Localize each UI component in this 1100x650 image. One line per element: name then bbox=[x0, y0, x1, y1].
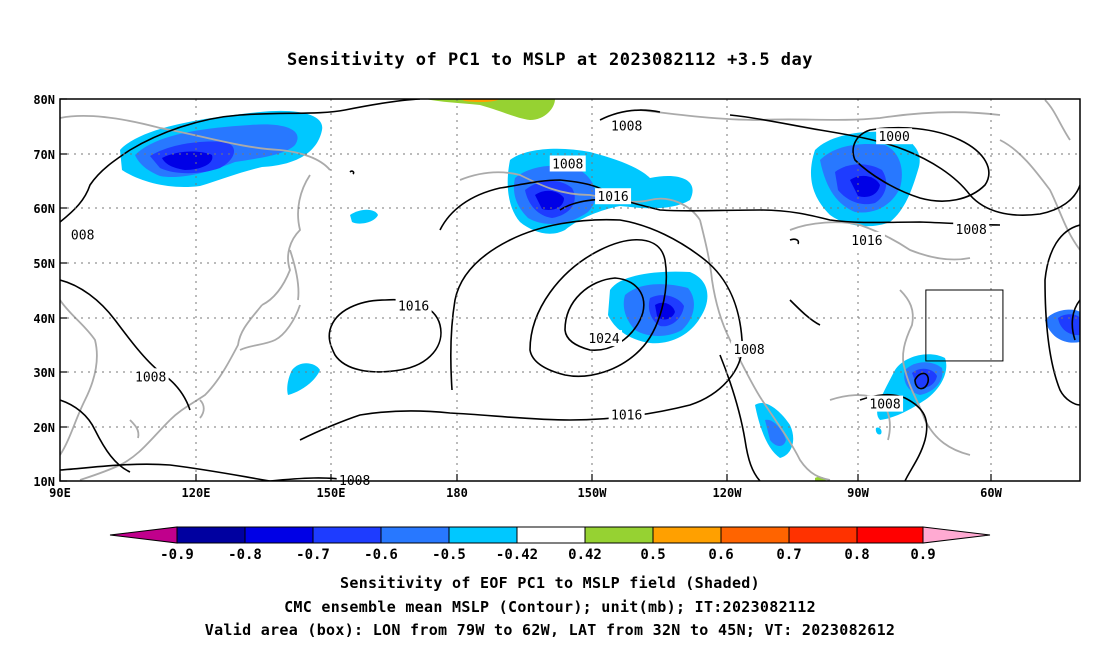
lon-tick-label: 60W bbox=[980, 486, 1002, 500]
isobar-label-bg bbox=[336, 472, 373, 488]
colorbar: -0.9 -0.8 -0.7 -0.6 -0.5 -0.42 0.42 0.5 … bbox=[109, 526, 991, 563]
isobar-label: 1008 bbox=[956, 223, 987, 238]
colorbar-swatch bbox=[380, 526, 450, 544]
colorbar-label: 0.42 bbox=[568, 547, 602, 563]
isobar-label: 1008 bbox=[135, 370, 166, 385]
map-frame bbox=[59, 98, 1081, 482]
colorbar-swatch bbox=[312, 526, 382, 544]
colorbar-swatch bbox=[448, 526, 518, 544]
lat-tick-label: 20N bbox=[33, 421, 55, 435]
lon-tick-label: 150W bbox=[578, 486, 608, 500]
chart-title: Sensitivity of PC1 to MSLP at 2023082112… bbox=[286, 50, 813, 70]
colorbar-label: -0.8 bbox=[228, 547, 262, 563]
isobar-label: 1000 bbox=[878, 130, 909, 145]
lat-tick-label: 40N bbox=[33, 312, 55, 326]
isobar-label: 1016 bbox=[611, 409, 642, 424]
caption-line-2: CMC ensemble mean MSLP (Contour); unit(m… bbox=[284, 598, 816, 616]
isobar-label-bg bbox=[953, 220, 990, 237]
valid-area-box bbox=[925, 289, 1004, 362]
colorbar-label: 0.7 bbox=[776, 547, 801, 563]
isobar-label-bg bbox=[608, 117, 645, 134]
colorbar-label: -0.5 bbox=[432, 547, 466, 563]
isobar-label-bg bbox=[586, 330, 622, 347]
lon-tick-label: 90W bbox=[847, 486, 869, 500]
axis-ticks bbox=[59, 98, 992, 482]
isobar-label: 1008 bbox=[869, 398, 900, 413]
isobar-contours bbox=[60, 99, 1080, 481]
caption-line-1: Sensitivity of EOF PC1 to MSLP field (Sh… bbox=[340, 574, 760, 592]
colorbar-label: 0.5 bbox=[640, 547, 665, 563]
lat-tick-label: 50N bbox=[33, 257, 55, 271]
lon-tick-label: 150E bbox=[317, 486, 346, 500]
isobar-label: 1016 bbox=[851, 234, 882, 249]
isobar-label-bg bbox=[395, 297, 432, 314]
lon-tick-label: 120E bbox=[182, 486, 211, 500]
colorbar-label: -0.6 bbox=[364, 547, 398, 563]
colorbar-label: -0.9 bbox=[160, 547, 194, 563]
colorbar-left-arrow bbox=[109, 526, 178, 544]
colorbar-swatch bbox=[244, 526, 314, 544]
colorbar-label: 0.9 bbox=[910, 547, 935, 563]
colorbar-swatch bbox=[176, 526, 246, 544]
isobar-label: 1008 bbox=[733, 343, 764, 358]
colorbar-swatch bbox=[788, 526, 858, 544]
isobar-label-bg bbox=[132, 368, 169, 385]
isobar-label: 1016 bbox=[597, 190, 628, 205]
colorbar-swatch bbox=[720, 526, 790, 544]
isobar-label-bg bbox=[549, 155, 586, 172]
lat-tick-label: 60N bbox=[33, 202, 55, 216]
lat-tick-label: 70N bbox=[33, 148, 55, 162]
colorbar-label: 0.8 bbox=[844, 547, 869, 563]
colorbar-swatch bbox=[516, 526, 586, 544]
lat-tick-label: 10N bbox=[33, 475, 55, 489]
isobar-label-bg bbox=[68, 226, 97, 243]
isobar-label: 1024 bbox=[588, 332, 619, 347]
colorbar-label: -0.42 bbox=[496, 547, 538, 563]
lat-lon-grid bbox=[60, 99, 1080, 481]
isobar-label: 1016 bbox=[398, 299, 429, 314]
lon-axis-labels: 90E 120E 150E 180 150W 120W 90W 60W bbox=[49, 486, 1002, 500]
lat-tick-label: 30N bbox=[33, 366, 55, 380]
colorbar-label: 0.6 bbox=[708, 547, 733, 563]
isobar-label-bg bbox=[608, 406, 645, 423]
isobar-label: 008 bbox=[71, 228, 94, 243]
isobar-label: 1008 bbox=[552, 157, 583, 172]
colorbar-swatch bbox=[652, 526, 722, 544]
lon-tick-label: 120W bbox=[713, 486, 743, 500]
caption-line-3: Valid area (box): LON from 79W to 62W, L… bbox=[204, 621, 896, 639]
lat-tick-label: 80N bbox=[33, 93, 55, 107]
lon-tick-label: 90E bbox=[49, 486, 71, 500]
colorbar-swatch bbox=[856, 526, 924, 544]
isobar-label-bg bbox=[731, 341, 768, 358]
colorbar-right-arrow bbox=[922, 526, 991, 544]
isobar-label-bg bbox=[867, 395, 904, 412]
colorbar-swatch bbox=[584, 526, 654, 544]
isobar-label-bg bbox=[848, 231, 885, 248]
lon-tick-label: 180 bbox=[446, 486, 468, 500]
isobar-label-bg bbox=[876, 128, 913, 145]
colorbar-label: -0.7 bbox=[296, 547, 330, 563]
lat-axis-labels: 80N 70N 60N 50N 40N 30N 20N 10N bbox=[33, 93, 55, 489]
isobar-label-bg bbox=[595, 188, 632, 205]
isobar-label: 1008 bbox=[611, 119, 642, 134]
